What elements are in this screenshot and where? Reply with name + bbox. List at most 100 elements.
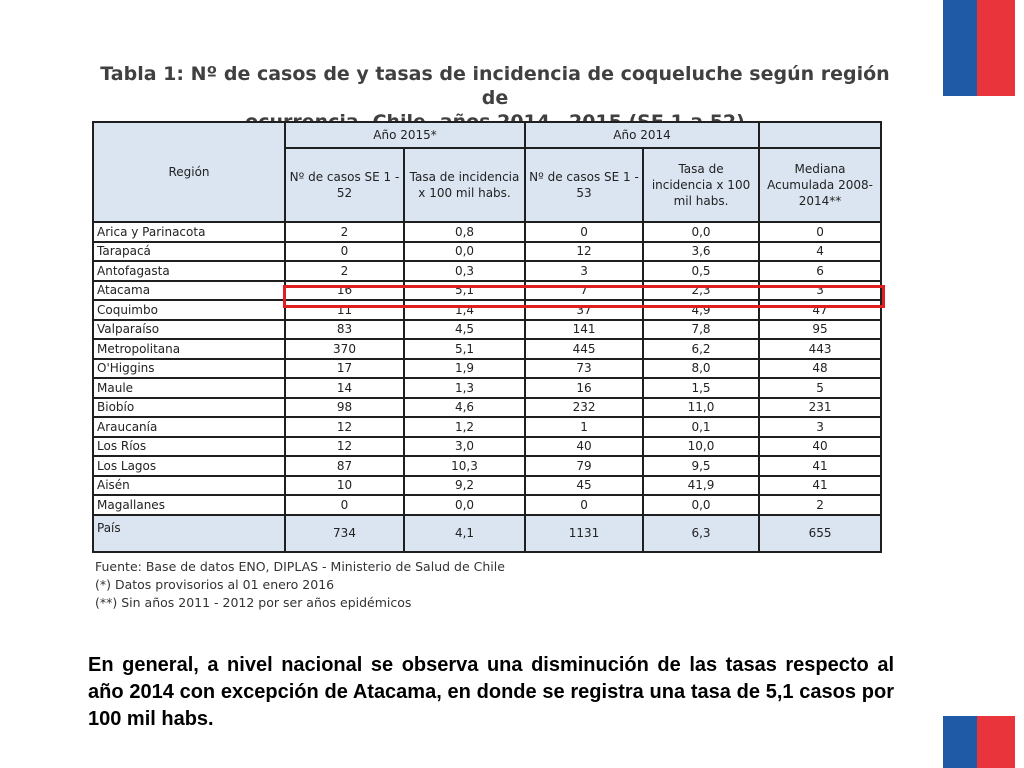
casos-2014-cell: 0 xyxy=(524,221,645,243)
casos-2014-cell: 16 xyxy=(524,377,645,399)
casos-2015-cell: 734 xyxy=(284,513,405,553)
mediana-cell: 3 xyxy=(758,416,883,438)
mediana-cell: 95 xyxy=(758,318,883,340)
casos-2015-cell: 17 xyxy=(284,357,405,379)
table-notes: Fuente: Base de datos ENO, DIPLAS - Mini… xyxy=(95,558,505,612)
header-casos-2015: Nº de casos SE 1 - 52 xyxy=(284,147,405,223)
flag-red-band xyxy=(977,0,1015,96)
tasa-2014-cell: 6,3 xyxy=(642,513,761,553)
header-region: Región xyxy=(92,121,286,223)
flag-red-band xyxy=(977,716,1015,768)
casos-2014-cell: 12 xyxy=(524,240,645,262)
region-cell: Antofagasta xyxy=(92,260,286,282)
casos-2014-cell: 232 xyxy=(524,396,645,418)
casos-2014-cell: 40 xyxy=(524,435,645,457)
mediana-cell: 655 xyxy=(758,513,883,553)
casos-2015-cell: 83 xyxy=(284,318,405,340)
casos-2015-cell: 0 xyxy=(284,494,405,516)
casos-2014-cell: 445 xyxy=(524,338,645,360)
region-cell: Los Lagos xyxy=(92,455,286,477)
incidence-table: Región Año 2015* Año 2014 Nº de casos SE… xyxy=(92,121,883,553)
header-tasa-2014: Tasa de incidencia x 100 mil habs. xyxy=(642,147,761,223)
tasa-2014-cell: 9,5 xyxy=(642,455,761,477)
table-row: Magallanes 0 0,0 0 0,0 2 xyxy=(92,494,883,516)
header-mediana: Mediana Acumulada 2008-2014** xyxy=(758,147,883,223)
casos-2015-cell: 12 xyxy=(284,416,405,438)
region-cell: Metropolitana xyxy=(92,338,286,360)
region-cell: Los Ríos xyxy=(92,435,286,457)
mediana-cell: 40 xyxy=(758,435,883,457)
tasa-2014-cell: 10,0 xyxy=(642,435,761,457)
table-row: Los Ríos 12 3,0 40 10,0 40 xyxy=(92,435,883,457)
header-group-2015: Año 2015* xyxy=(283,121,527,149)
table-row: Araucanía 12 1,2 1 0,1 3 xyxy=(92,416,883,438)
header-group-blank xyxy=(758,121,883,149)
tasa-2015-cell: 1,2 xyxy=(402,416,527,438)
casos-2015-cell: 10 xyxy=(284,474,405,496)
mediana-cell: 6 xyxy=(758,260,883,282)
table-row: Valparaíso 83 4,5 141 7,8 95 xyxy=(92,318,883,340)
mediana-cell: 41 xyxy=(758,474,883,496)
tasa-2015-cell: 1,3 xyxy=(402,377,527,399)
tasa-2015-cell: 3,0 xyxy=(402,435,527,457)
casos-2015-cell: 2 xyxy=(284,221,405,243)
casos-2014-cell: 1 xyxy=(524,416,645,438)
region-cell: Coquimbo xyxy=(92,299,286,321)
tasa-2014-cell: 0,0 xyxy=(642,221,761,243)
tasa-2015-cell: 5,1 xyxy=(402,338,527,360)
tasa-2015-cell: 0,3 xyxy=(402,260,527,282)
casos-2015-cell: 12 xyxy=(284,435,405,457)
tasa-2014-cell: 0,0 xyxy=(642,494,761,516)
region-cell: Arica y Parinacota xyxy=(92,221,286,243)
table-row: Atacama 16 5,1 7 2,3 3 xyxy=(92,279,883,301)
region-cell: Aisén xyxy=(92,474,286,496)
tasa-2014-cell: 41,9 xyxy=(642,474,761,496)
mediana-cell: 231 xyxy=(758,396,883,418)
table-row-total: País 734 4,1 1131 6,3 655 xyxy=(92,513,883,553)
header-tasa-2015: Tasa de incidencia x 100 mil habs. xyxy=(402,147,527,223)
casos-2015-cell: 14 xyxy=(284,377,405,399)
table-row: O'Higgins 17 1,9 73 8,0 48 xyxy=(92,357,883,379)
table-row: Biobío 98 4,6 232 11,0 231 xyxy=(92,396,883,418)
header-group-2014: Año 2014 xyxy=(524,121,761,149)
tasa-2014-cell: 0,5 xyxy=(642,260,761,282)
casos-2014-cell: 79 xyxy=(524,455,645,477)
note-epidemic-years: (**) Sin años 2011 - 2012 por ser años e… xyxy=(95,595,412,610)
tasa-2015-cell: 1,9 xyxy=(402,357,527,379)
mediana-cell: 48 xyxy=(758,357,883,379)
mediana-cell: 0 xyxy=(758,221,883,243)
header-casos-2014: Nº de casos SE 1 - 53 xyxy=(524,147,645,223)
table-title-line1: Tabla 1: Nº de casos de y tasas de incid… xyxy=(100,63,890,109)
region-cell: País xyxy=(92,513,286,553)
region-cell: Atacama xyxy=(92,279,286,301)
tasa-2014-cell: 7,8 xyxy=(642,318,761,340)
tasa-2014-cell: 11,0 xyxy=(642,396,761,418)
region-cell: Tarapacá xyxy=(92,240,286,262)
mediana-cell: 5 xyxy=(758,377,883,399)
tasa-2015-cell: 0,0 xyxy=(402,494,527,516)
mediana-cell: 443 xyxy=(758,338,883,360)
tasa-2014-cell: 0,1 xyxy=(642,416,761,438)
table-row: Maule 14 1,3 16 1,5 5 xyxy=(92,377,883,399)
flag-blue-band xyxy=(943,0,977,96)
mediana-cell: 41 xyxy=(758,455,883,477)
tasa-2015-cell: 9,2 xyxy=(402,474,527,496)
tasa-2014-cell: 4,9 xyxy=(642,299,761,321)
tasa-2015-cell: 4,1 xyxy=(402,513,527,553)
tasa-2014-cell: 1,5 xyxy=(642,377,761,399)
tasa-2015-cell: 4,6 xyxy=(402,396,527,418)
region-cell: Magallanes xyxy=(92,494,286,516)
region-cell: O'Higgins xyxy=(92,357,286,379)
region-cell: Maule xyxy=(92,377,286,399)
region-cell: Valparaíso xyxy=(92,318,286,340)
casos-2014-cell: 0 xyxy=(524,494,645,516)
region-cell: Araucanía xyxy=(92,416,286,438)
note-source: Fuente: Base de datos ENO, DIPLAS - Mini… xyxy=(95,559,505,574)
tasa-2015-cell: 10,3 xyxy=(402,455,527,477)
chile-flag-stripe-bottom xyxy=(943,716,1015,768)
mediana-cell: 2 xyxy=(758,494,883,516)
tasa-2014-cell: 3,6 xyxy=(642,240,761,262)
casos-2015-cell: 370 xyxy=(284,338,405,360)
mediana-cell: 4 xyxy=(758,240,883,262)
note-provisional: (*) Datos provisorios al 01 enero 2016 xyxy=(95,577,335,592)
